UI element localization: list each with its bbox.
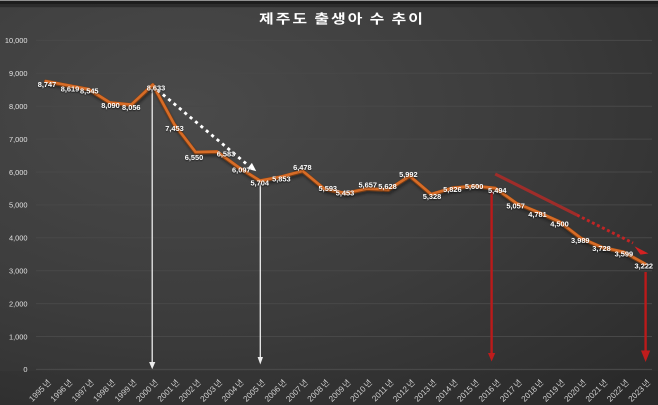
svg-text:2,000: 2,000 [9, 299, 28, 308]
svg-text:1,000: 1,000 [9, 332, 28, 341]
svg-text:4,500: 4,500 [550, 219, 569, 228]
svg-text:6,000: 6,000 [9, 168, 28, 177]
svg-text:8,056: 8,056 [122, 103, 141, 112]
svg-text:5,057: 5,057 [506, 202, 525, 211]
svg-text:7,453: 7,453 [165, 124, 184, 133]
svg-text:8,633: 8,633 [147, 84, 166, 93]
svg-text:8,747: 8,747 [38, 80, 57, 89]
svg-text:5,328: 5,328 [423, 192, 442, 201]
svg-text:8,000: 8,000 [9, 102, 28, 111]
svg-text:0: 0 [23, 365, 27, 374]
svg-text:5,600: 5,600 [465, 182, 484, 191]
svg-text:5,826: 5,826 [443, 185, 462, 194]
svg-text:6,097: 6,097 [232, 166, 251, 175]
svg-text:5,453: 5,453 [336, 188, 355, 197]
svg-text:4,000: 4,000 [9, 234, 28, 243]
svg-text:8,090: 8,090 [101, 101, 120, 110]
svg-text:6,478: 6,478 [293, 163, 312, 172]
svg-text:3,989: 3,989 [571, 236, 590, 245]
svg-text:5,628: 5,628 [378, 182, 397, 191]
svg-text:3,728: 3,728 [592, 244, 611, 253]
svg-text:10,000: 10,000 [5, 36, 28, 45]
svg-text:3,000: 3,000 [9, 267, 28, 276]
svg-text:6,550: 6,550 [185, 153, 204, 162]
svg-text:5,657: 5,657 [358, 180, 377, 189]
svg-text:7,000: 7,000 [9, 135, 28, 144]
svg-text:5,704: 5,704 [250, 178, 269, 187]
svg-text:5,853: 5,853 [272, 175, 291, 184]
svg-text:6,583: 6,583 [217, 150, 236, 159]
svg-text:5,000: 5,000 [9, 201, 28, 210]
svg-text:4,781: 4,781 [528, 210, 547, 219]
svg-text:5,593: 5,593 [319, 184, 338, 193]
svg-text:8,619: 8,619 [61, 85, 80, 94]
svg-text:8,545: 8,545 [80, 87, 99, 96]
svg-text:5,992: 5,992 [399, 170, 418, 179]
svg-text:5,494: 5,494 [488, 186, 507, 195]
svg-text:3,599: 3,599 [615, 250, 634, 259]
svg-text:3,222: 3,222 [635, 262, 654, 271]
svg-text:9,000: 9,000 [9, 69, 28, 78]
